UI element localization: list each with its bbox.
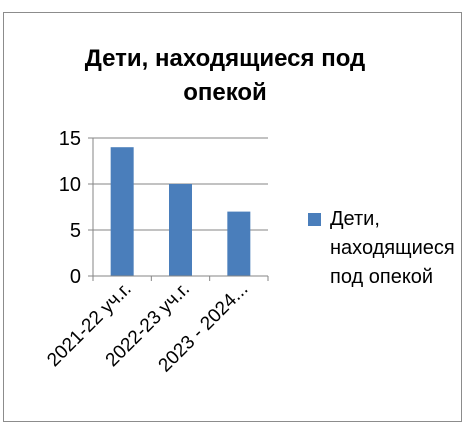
bar-1 — [169, 184, 192, 276]
legend-label: Дети, находящиеся под опекой — [330, 208, 455, 288]
bar-0 — [110, 147, 134, 276]
y-tick-label-5: 5 — [70, 220, 81, 242]
y-tick-label-10: 10 — [59, 174, 81, 196]
chart-title: Дети, находящиеся под опекой — [84, 45, 366, 106]
legend-swatch — [308, 213, 321, 226]
bar-2 — [227, 211, 251, 276]
y-tick-label-15: 15 — [59, 128, 81, 150]
y-tick-label-0: 0 — [70, 266, 81, 288]
